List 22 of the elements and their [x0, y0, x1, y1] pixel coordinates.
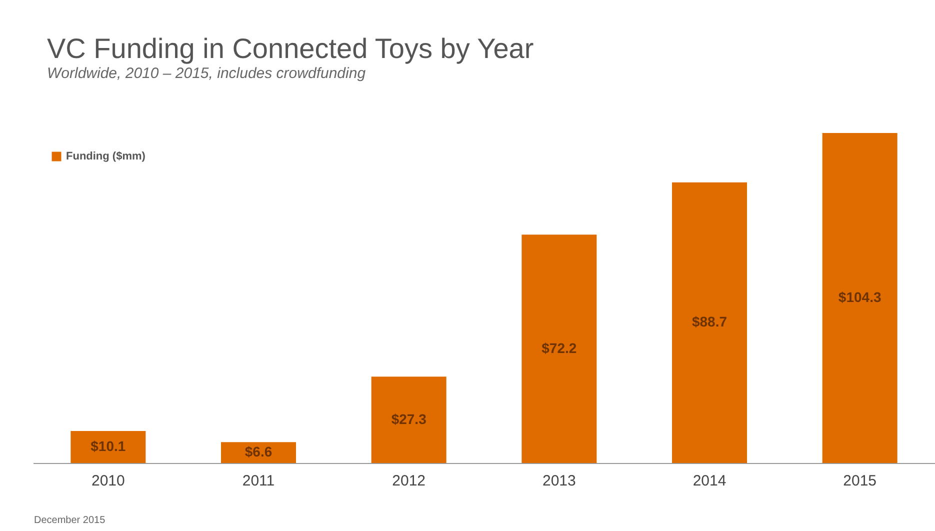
text: December 2015 — [34, 515, 106, 526]
bar — [672, 182, 747, 463]
legend-label: Funding ($mm) — [66, 150, 146, 162]
x-tick-label: 2011 — [242, 472, 275, 490]
data-label: $104.3 — [838, 289, 882, 305]
bar — [70, 431, 146, 463]
chart-subtitle: Worldwide, 2010 – 2015, includes crowdfunding — [47, 65, 366, 82]
bar — [221, 442, 296, 463]
data-label: $88.7 — [692, 314, 728, 330]
data-label: $6.6 — [244, 444, 272, 460]
x-tick-label: 2013 — [542, 472, 576, 490]
bar — [522, 234, 597, 463]
data-label: $27.3 — [391, 410, 427, 427]
data-label: $10.1 — [90, 438, 126, 454]
x-tick-label: 2015 — [843, 472, 877, 490]
bar — [371, 376, 446, 463]
chart-title: VC Funding in Connected Toys by Year — [47, 33, 534, 64]
x-tick-label: 2012 — [392, 472, 426, 490]
x-tick-label: 2010 — [91, 472, 125, 490]
data-label: $72.2 — [542, 340, 577, 356]
bar — [822, 133, 898, 463]
x-tick-label: 2014 — [692, 472, 726, 490]
